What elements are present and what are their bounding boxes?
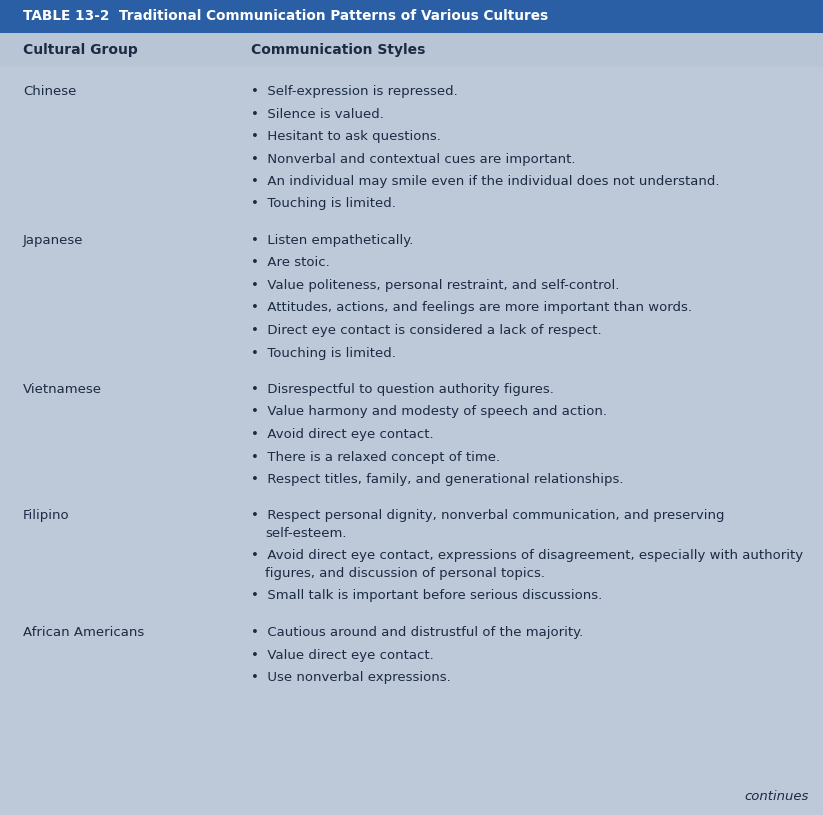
Text: Communication Styles: Communication Styles — [251, 43, 425, 57]
Text: Cultural Group: Cultural Group — [23, 43, 137, 57]
Text: •  Disrespectful to question authority figures.: • Disrespectful to question authority fi… — [251, 383, 554, 396]
Text: •  Respect titles, family, and generational relationships.: • Respect titles, family, and generation… — [251, 473, 624, 486]
Text: •  Self-expression is repressed.: • Self-expression is repressed. — [251, 85, 458, 98]
Text: •  Respect personal dignity, nonverbal communication, and preserving: • Respect personal dignity, nonverbal co… — [251, 509, 724, 522]
Text: Filipino: Filipino — [23, 509, 70, 522]
Text: figures, and discussion of personal topics.: figures, and discussion of personal topi… — [265, 567, 545, 580]
Text: self-esteem.: self-esteem. — [265, 527, 346, 540]
Text: •  Value direct eye contact.: • Value direct eye contact. — [251, 649, 434, 662]
Text: Vietnamese: Vietnamese — [23, 383, 102, 396]
Text: TABLE 13-2  Traditional Communication Patterns of Various Cultures: TABLE 13-2 Traditional Communication Pat… — [23, 10, 548, 24]
Text: •  Value harmony and modesty of speech and action.: • Value harmony and modesty of speech an… — [251, 406, 607, 418]
Text: •  Hesitant to ask questions.: • Hesitant to ask questions. — [251, 130, 441, 143]
Text: •  Silence is valued.: • Silence is valued. — [251, 108, 384, 121]
Text: •  Listen empathetically.: • Listen empathetically. — [251, 234, 413, 247]
Text: •  Attitudes, actions, and feelings are more important than words.: • Attitudes, actions, and feelings are m… — [251, 302, 692, 315]
Text: •  Avoid direct eye contact, expressions of disagreement, especially with author: • Avoid direct eye contact, expressions … — [251, 549, 803, 562]
Text: •  Nonverbal and contextual cues are important.: • Nonverbal and contextual cues are impo… — [251, 152, 575, 165]
Text: •  Touching is limited.: • Touching is limited. — [251, 197, 396, 210]
Text: •  Small talk is important before serious discussions.: • Small talk is important before serious… — [251, 589, 602, 602]
Text: African Americans: African Americans — [23, 626, 144, 639]
Bar — [0, 33, 823, 67]
Text: •  Touching is limited.: • Touching is limited. — [251, 346, 396, 359]
Text: •  Value politeness, personal restraint, and self-control.: • Value politeness, personal restraint, … — [251, 279, 620, 292]
Text: continues: continues — [745, 790, 809, 803]
Text: •  An individual may smile even if the individual does not understand.: • An individual may smile even if the in… — [251, 175, 719, 188]
Text: •  There is a relaxed concept of time.: • There is a relaxed concept of time. — [251, 451, 500, 464]
Bar — [0, 0, 823, 33]
Text: Japanese: Japanese — [23, 234, 84, 247]
Text: •  Direct eye contact is considered a lack of respect.: • Direct eye contact is considered a lac… — [251, 324, 602, 337]
Text: •  Are stoic.: • Are stoic. — [251, 257, 330, 270]
Text: •  Use nonverbal expressions.: • Use nonverbal expressions. — [251, 671, 451, 684]
Text: •  Avoid direct eye contact.: • Avoid direct eye contact. — [251, 428, 434, 441]
Text: •  Cautious around and distrustful of the majority.: • Cautious around and distrustful of the… — [251, 626, 584, 639]
Text: Chinese: Chinese — [23, 85, 77, 98]
